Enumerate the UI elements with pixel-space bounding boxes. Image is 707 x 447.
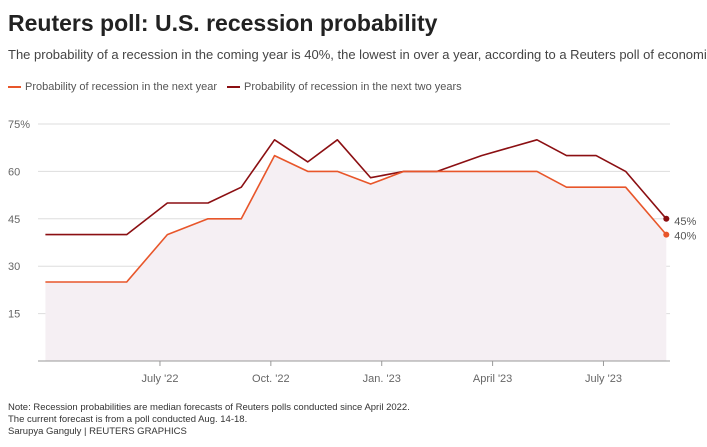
series-line-two-years bbox=[45, 139, 667, 236]
end-label: 40% bbox=[674, 231, 696, 243]
legend-label-next-year: Probability of recession in the next yea… bbox=[25, 81, 217, 93]
legend-label-two-years: Probability of recession in the next two… bbox=[244, 81, 462, 93]
y-tick-label: 75% bbox=[8, 119, 30, 131]
footer-current: The current forecast is from a poll cond… bbox=[8, 414, 248, 425]
x-tick-label: April '23 bbox=[473, 373, 512, 385]
legend-item-two-years: Probability of recession in the next two… bbox=[227, 81, 462, 93]
chart-title: Reuters poll: U.S. recession probability bbox=[8, 10, 438, 36]
y-tick-label: 30 bbox=[8, 261, 20, 273]
y-tick-label: 15 bbox=[8, 309, 20, 321]
legend-item-next-year: Probability of recession in the next yea… bbox=[8, 81, 217, 93]
x-tick-label: July '22 bbox=[141, 373, 178, 385]
area-fill-next-year bbox=[45, 155, 667, 361]
series-line-next-year bbox=[45, 154, 667, 283]
x-tick-label: Jan. '23 bbox=[363, 373, 401, 385]
x-tick-label: July '23 bbox=[585, 373, 622, 385]
end-point-next-year bbox=[663, 231, 670, 238]
y-tick-label: 45 bbox=[8, 214, 20, 226]
x-tick-label: Oct. '22 bbox=[252, 373, 290, 385]
footer-note: Note: Recession probabilities are median… bbox=[8, 402, 410, 413]
end-point-two-years bbox=[663, 215, 670, 222]
legend: Probability of recession in the next yea… bbox=[8, 81, 472, 93]
end-label: 45% bbox=[674, 216, 696, 228]
footer: Note: Recession probabilities are median… bbox=[8, 402, 410, 438]
legend-swatch-two-years bbox=[227, 86, 240, 88]
footer-credit: Sarupya Ganguly | REUTERS GRAPHICS bbox=[8, 426, 187, 437]
legend-swatch-next-year bbox=[8, 86, 21, 88]
y-tick-label: 60 bbox=[8, 166, 20, 178]
chart-subtitle: The probability of a recession in the co… bbox=[8, 47, 707, 62]
